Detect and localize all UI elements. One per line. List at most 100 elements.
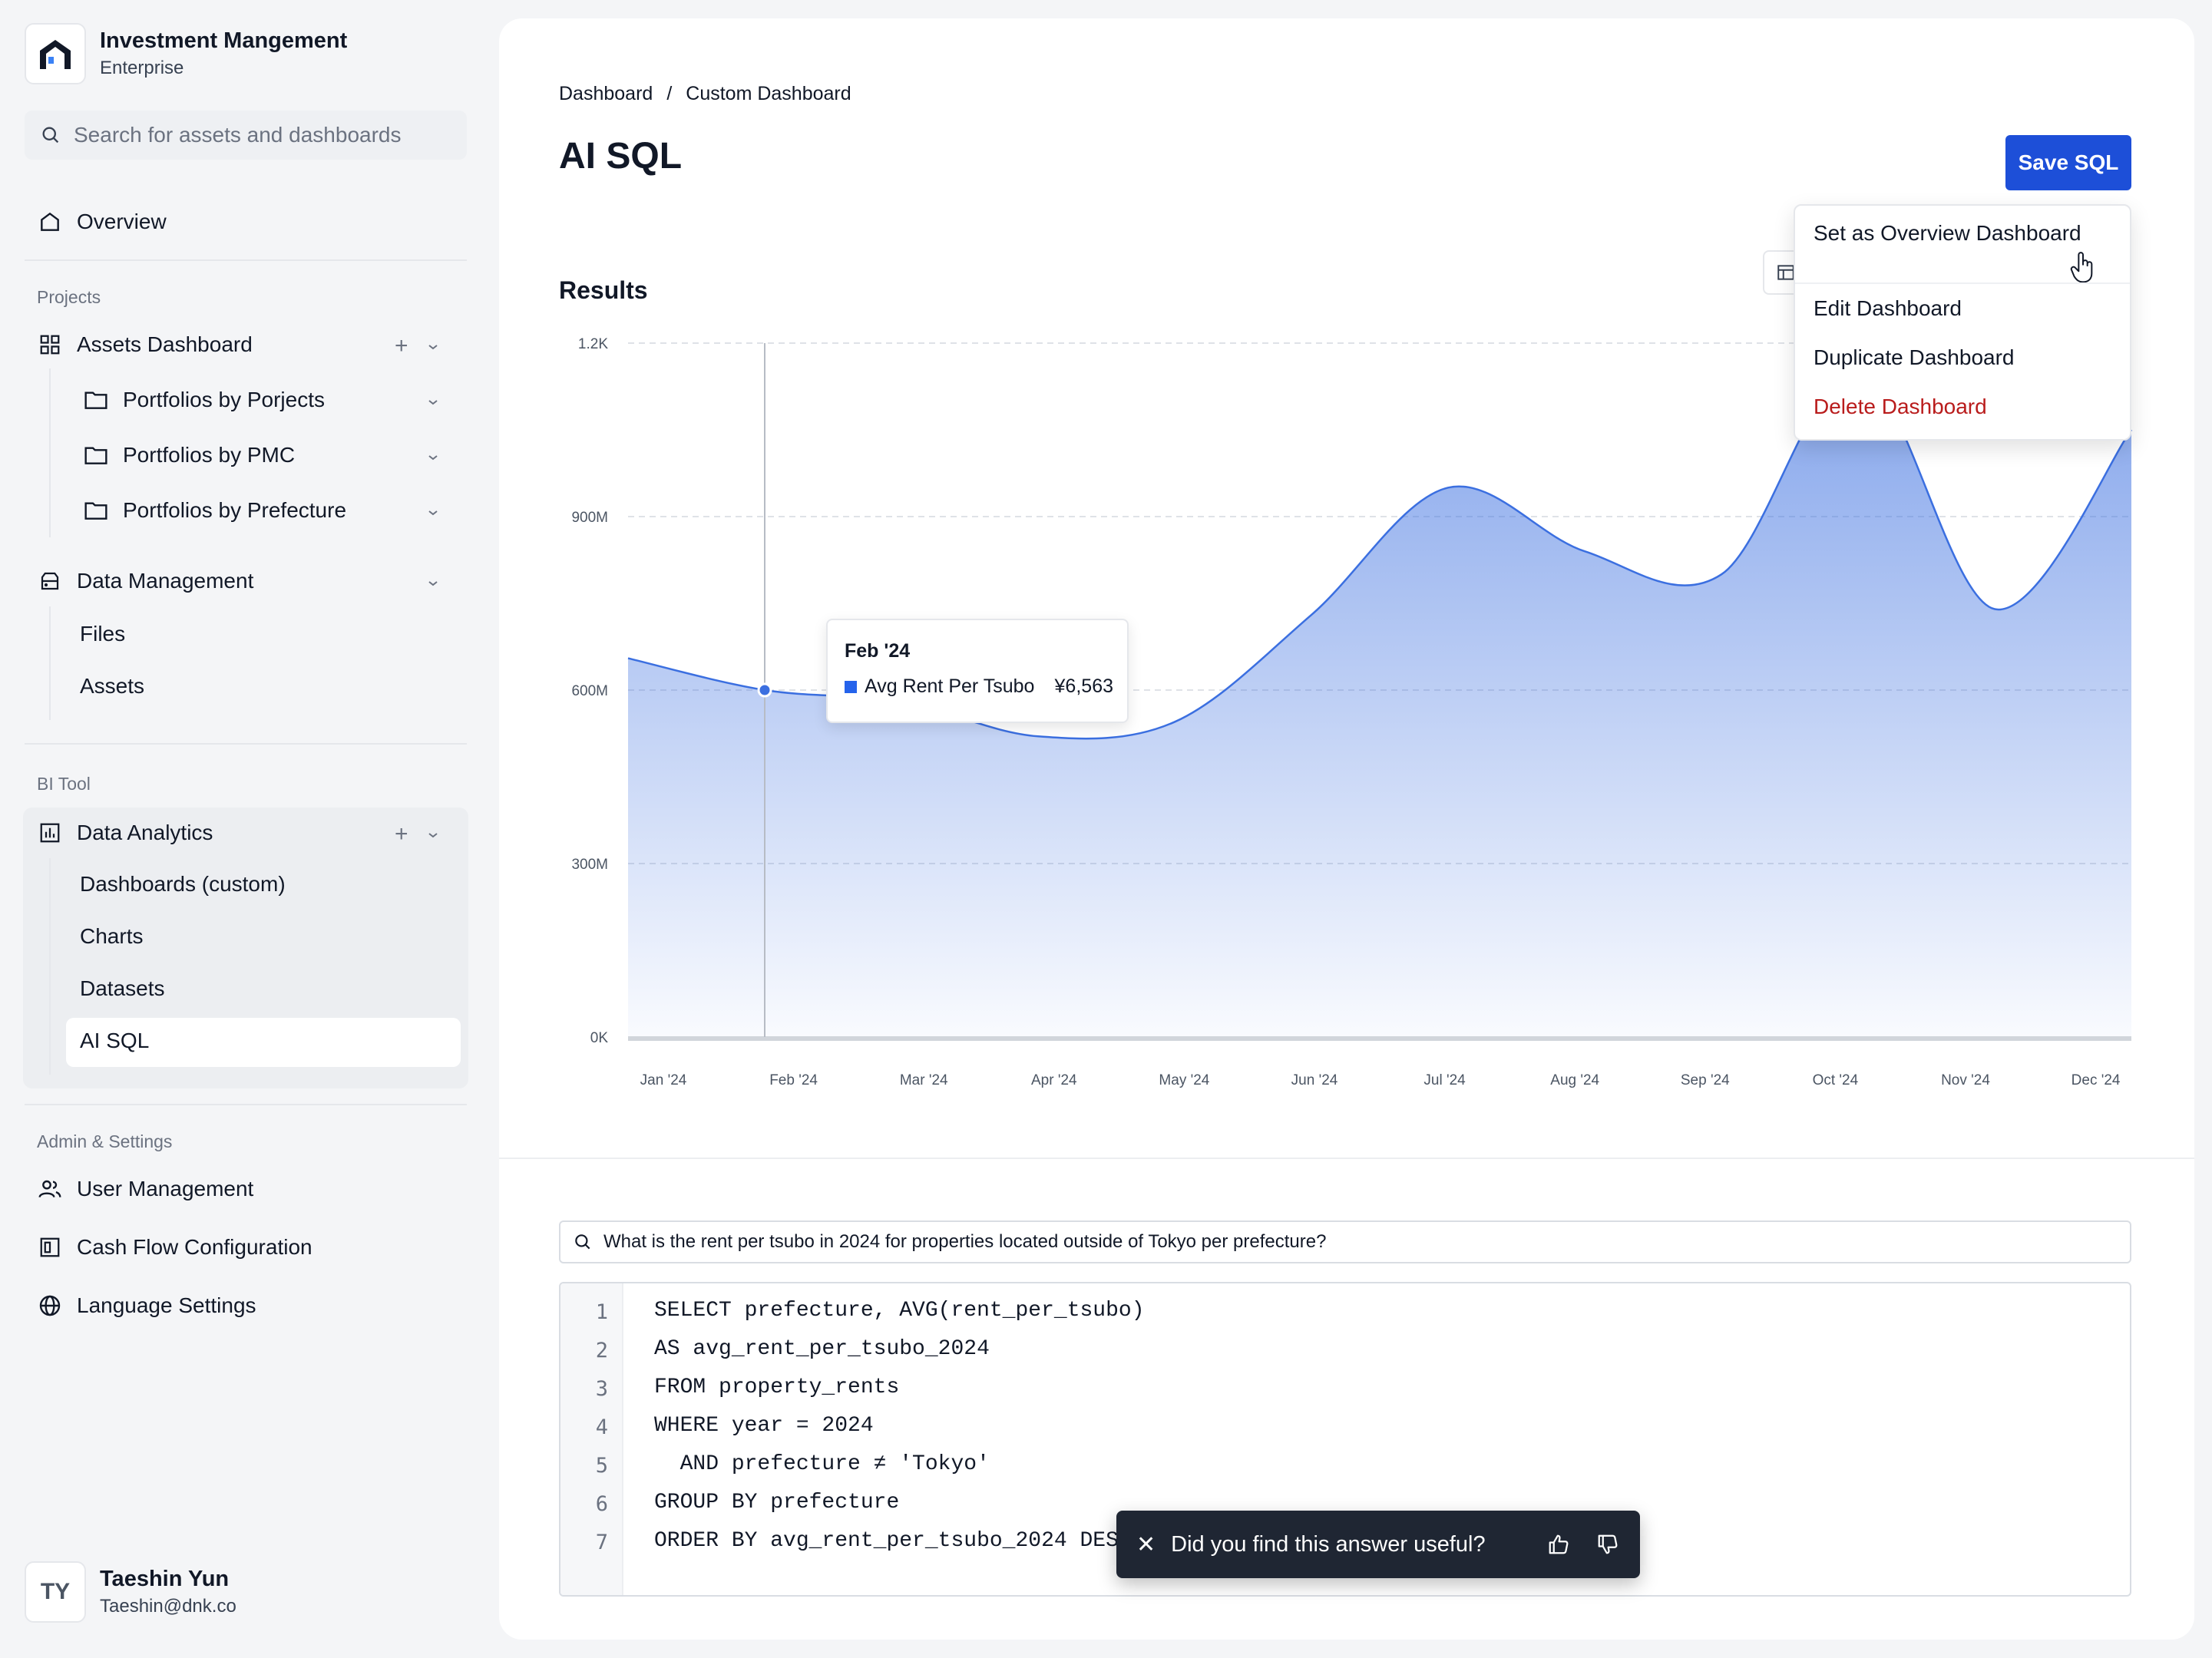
company-logo <box>25 23 86 84</box>
y-tick-label: 900M <box>571 510 608 526</box>
y-tick-label: 600M <box>571 683 608 699</box>
section-bi-tool: BI Tool <box>37 774 91 794</box>
nav-files[interactable]: Files <box>80 622 125 646</box>
x-tick-label: Jan '24 <box>640 1072 687 1088</box>
tooltip-title: Feb '24 <box>845 640 911 662</box>
query-text: What is the rent per tsubo in 2024 for p… <box>603 1231 1327 1252</box>
area-fill <box>628 372 2131 1037</box>
nav-data-analytics[interactable]: Data Analytics <box>37 820 213 846</box>
x-tick-label: Oct '24 <box>1813 1072 1859 1088</box>
search-icon <box>575 1234 590 1250</box>
user-email: Taeshin@dnk.co <box>100 1596 236 1617</box>
org-name: Investment Mangement <box>100 28 348 53</box>
nav-portfolio-projects[interactable]: Portfolios by Porjects <box>83 387 325 413</box>
x-tick-label: Nov '24 <box>1941 1072 1990 1088</box>
page-title: AI SQL <box>559 136 683 177</box>
nav-cash-flow[interactable]: Cash Flow Configuration <box>37 1234 312 1260</box>
hand-cursor-icon <box>2070 252 2093 283</box>
chevron-down-icon[interactable] <box>425 576 441 591</box>
active-item-highlight <box>66 1018 461 1067</box>
close-icon[interactable]: ✕ <box>1136 1531 1156 1557</box>
x-tick-label: Apr '24 <box>1031 1072 1077 1088</box>
add-assets-dashboard-button[interactable]: + <box>395 333 408 358</box>
nav-language-settings[interactable]: Language Settings <box>37 1293 256 1319</box>
line-number: 3 <box>595 1377 608 1401</box>
nav-portfolio-pmc[interactable]: Portfolios by PMC <box>83 442 295 468</box>
menu-duplicate-dashboard[interactable]: Duplicate Dashboard <box>1814 345 2015 369</box>
nav-data-analytics-label: Data Analytics <box>77 821 213 844</box>
chevron-down-icon[interactable] <box>425 450 441 465</box>
section-projects: Projects <box>37 287 101 307</box>
nav-language-settings-label: Language Settings <box>77 1293 256 1317</box>
nav-overview[interactable]: Overview <box>37 209 167 235</box>
data-point <box>757 682 772 698</box>
chevron-down-icon[interactable] <box>425 395 441 410</box>
dashboard-options-menu: Set as Overview Dashboard Edit Dashboard… <box>1794 204 2131 441</box>
globe-icon <box>37 1293 63 1319</box>
search-input[interactable]: Search for assets and dashboards <box>25 111 467 160</box>
user-profile[interactable]: TY Taeshin Yun Taeshin@dnk.co <box>25 1561 236 1623</box>
line-number: 6 <box>595 1492 608 1516</box>
x-tick-label: Dec '24 <box>2071 1072 2121 1088</box>
y-tick-label: 300M <box>571 857 608 873</box>
line-number: 2 <box>595 1339 608 1362</box>
menu-set-overview[interactable]: Set as Overview Dashboard <box>1814 221 2081 245</box>
nav-dashboards-custom[interactable]: Dashboards (custom) <box>80 872 286 897</box>
nav-portfolio-label: Portfolios by Prefecture <box>123 498 347 522</box>
code-line: ORDER BY avg_rent_per_tsubo_2024 DESC <box>654 1529 1132 1553</box>
x-tick-label: May '24 <box>1159 1072 1209 1088</box>
tree-line <box>49 858 51 1075</box>
nav-assets-dashboard[interactable]: Assets Dashboard <box>37 332 253 358</box>
storage-icon <box>37 568 63 594</box>
section-divider <box>499 1158 2194 1159</box>
table-icon <box>1777 265 1794 280</box>
nav-dashboards-custom-label: Dashboards (custom) <box>80 872 286 896</box>
search-placeholder: Search for assets and dashboards <box>74 123 402 147</box>
org-plan: Enterprise <box>100 58 184 78</box>
chart-tooltip: Feb '24 Avg Rent Per Tsubo ¥6,563 <box>826 619 1129 723</box>
tooltip-value: ¥6,563 <box>1054 675 1113 697</box>
nav-overview-label: Overview <box>77 210 167 233</box>
nav-portfolio-prefecture[interactable]: Portfolios by Prefecture <box>83 497 346 523</box>
org-switcher[interactable]: Investment Mangement Enterprise <box>25 23 347 84</box>
menu-divider <box>1795 282 2130 284</box>
save-sql-button[interactable]: Save SQL <box>2005 135 2131 190</box>
nav-data-management-label: Data Management <box>77 569 254 593</box>
nav-datasets[interactable]: Datasets <box>80 976 165 1001</box>
breadcrumb-root[interactable]: Dashboard <box>559 83 653 104</box>
breadcrumb-current[interactable]: Custom Dashboard <box>686 83 851 104</box>
nav-user-management[interactable]: User Management <box>37 1176 253 1202</box>
avatar: TY <box>25 1561 86 1623</box>
breadcrumb: Dashboard / Custom Dashboard <box>559 83 851 105</box>
menu-delete-dashboard[interactable]: Delete Dashboard <box>1814 395 1987 418</box>
chevron-down-icon[interactable] <box>425 339 441 355</box>
line-number-gutter: 1 2 3 4 5 6 7 <box>560 1283 623 1595</box>
add-analytics-button[interactable]: + <box>395 821 408 847</box>
feedback-toast: ✕ Did you find this answer useful? <box>1116 1511 1640 1578</box>
divider <box>25 1104 467 1105</box>
nav-charts-label: Charts <box>80 924 144 948</box>
code-line: WHERE year = 2024 <box>654 1414 874 1438</box>
user-name: Taeshin Yun <box>100 1567 230 1591</box>
chevron-down-icon[interactable] <box>425 827 441 843</box>
nav-assets-dashboard-label: Assets Dashboard <box>77 332 253 356</box>
x-tick-label: Sep '24 <box>1681 1072 1730 1088</box>
line-number: 5 <box>595 1454 608 1478</box>
nav-data-management[interactable]: Data Management <box>37 568 253 594</box>
nav-assets[interactable]: Assets <box>80 674 144 699</box>
query-input[interactable]: What is the rent per tsubo in 2024 for p… <box>559 1220 2131 1263</box>
y-tick-label: 1.2K <box>578 336 608 352</box>
y-tick-label: 0K <box>590 1030 609 1046</box>
divider <box>25 743 467 745</box>
thumbs-down-icon[interactable] <box>1591 1528 1625 1561</box>
chevron-down-icon[interactable] <box>425 505 441 520</box>
code-line: SELECT prefecture, AVG(rent_per_tsubo) <box>654 1299 1145 1323</box>
sidebar: Investment Mangement Enterprise Search f… <box>0 0 491 1658</box>
menu-edit-dashboard[interactable]: Edit Dashboard <box>1814 296 1962 320</box>
line-number: 4 <box>595 1415 608 1439</box>
results-chart[interactable]: 0K 300M 600M 900M 1.2K Jan '24 Feb '24 Mar '24 A… <box>499 18 2194 1139</box>
nav-charts[interactable]: Charts <box>80 924 143 949</box>
nav-ai-sql[interactable]: AI SQL <box>80 1029 149 1053</box>
nav-user-management-label: User Management <box>77 1177 254 1201</box>
thumbs-up-icon[interactable] <box>1542 1528 1576 1561</box>
